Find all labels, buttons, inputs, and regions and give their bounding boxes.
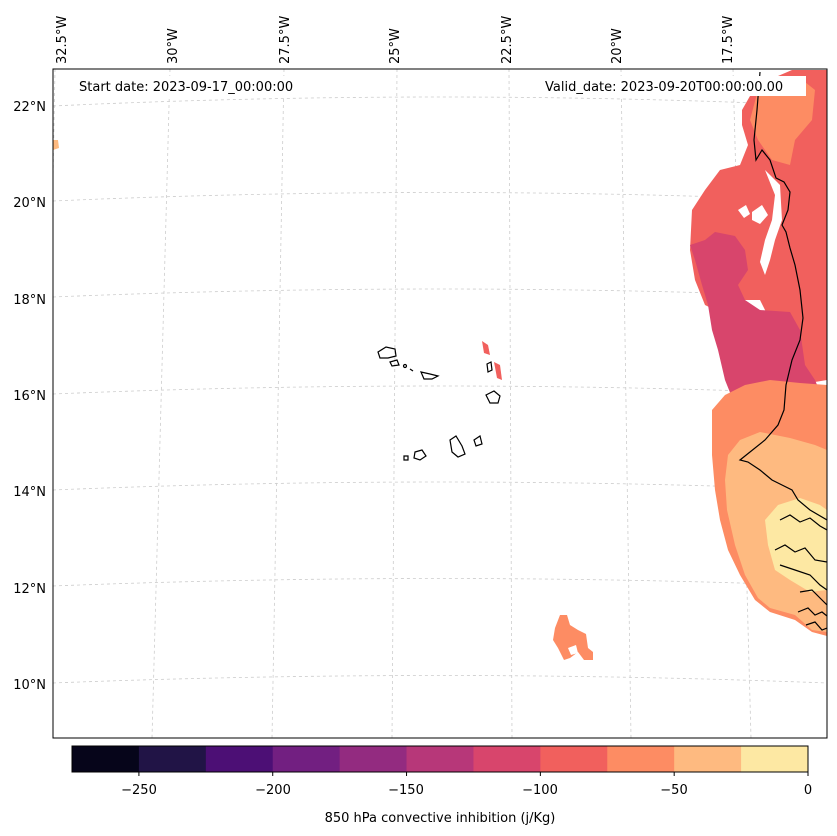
date-labels: Start date: 2023-09-17_00:00:00 Valid_da… [72, 76, 806, 96]
colorbar: −250 −200 −150 −100 −50 0 850 hPa convec… [71, 745, 812, 826]
coastline [738, 71, 827, 631]
colorbar-box [607, 746, 675, 772]
cin-region [494, 362, 502, 380]
colorbar-tick-label: −100 [522, 783, 558, 798]
lon-label: 27.5°W [278, 16, 293, 64]
lat-label: 12°N [13, 582, 46, 597]
cin-region [482, 341, 490, 355]
colorbar-box [540, 746, 608, 772]
colorbar-box [72, 746, 140, 772]
longitude-labels: 32.5°W 30°W 27.5°W 25°W 22.5°W 20°W 17.5… [55, 16, 736, 64]
latitude-labels: 22°N 20°N 18°N 16°N 14°N 12°N 10°N [13, 100, 46, 693]
cin-region [553, 615, 593, 660]
map-area: Start date: 2023-09-17_00:00:00 Valid_da… [53, 69, 827, 738]
colorbar-tick-label: −150 [388, 783, 424, 798]
cin-hole [738, 205, 750, 218]
colorbar-box [674, 746, 742, 772]
lat-label: 14°N [13, 485, 46, 500]
lon-label: 22.5°W [500, 16, 515, 64]
lon-label: 17.5°W [721, 16, 736, 64]
cin-hole [760, 170, 782, 275]
colorbar-tick-label: −250 [121, 783, 157, 798]
colorbar-box [473, 746, 541, 772]
colorbar-box [272, 746, 341, 772]
cin-hole [752, 205, 768, 224]
colorbar-box [741, 746, 809, 772]
colorbar-box [205, 746, 274, 772]
cin-region [53, 140, 59, 150]
colorbar-box [339, 746, 408, 772]
colorbar-tick-labels: −250 −200 −150 −100 −50 0 [121, 783, 812, 798]
colorbar-ticks [138, 772, 809, 776]
cin-region [750, 78, 815, 165]
cin-field [53, 70, 827, 660]
colorbar-title: 850 hPa convective inhibition (j/Kg) [325, 811, 556, 826]
lat-label: 10°N [13, 678, 46, 693]
lat-label: 20°N [13, 196, 46, 211]
cin-region [690, 232, 820, 405]
lon-label: 30°W [166, 28, 181, 64]
lat-label: 22°N [13, 100, 46, 115]
lat-label: 18°N [13, 293, 46, 308]
colorbar-frame [71, 745, 809, 773]
lat-label: 16°N [13, 389, 46, 404]
lon-label: 25°W [388, 28, 403, 64]
colorbar-tick-label: −200 [255, 783, 291, 798]
valid-date-label: Valid_date: 2023-09-20T00:00:00.00 [545, 80, 783, 95]
lon-label: 20°W [610, 28, 625, 64]
colorbar-tick-label: −50 [660, 783, 687, 798]
start-date-label: Start date: 2023-09-17_00:00:00 [79, 80, 293, 95]
cin-region [765, 498, 827, 592]
colorbar-boxes [72, 746, 809, 772]
cape-verde-islands [377, 346, 501, 461]
lon-label: 32.5°W [55, 16, 70, 64]
cin-hole [568, 645, 578, 655]
colorbar-box [406, 746, 474, 772]
colorbar-box [138, 746, 207, 772]
colorbar-tick-label: 0 [804, 783, 812, 798]
map-frame [52, 68, 828, 739]
